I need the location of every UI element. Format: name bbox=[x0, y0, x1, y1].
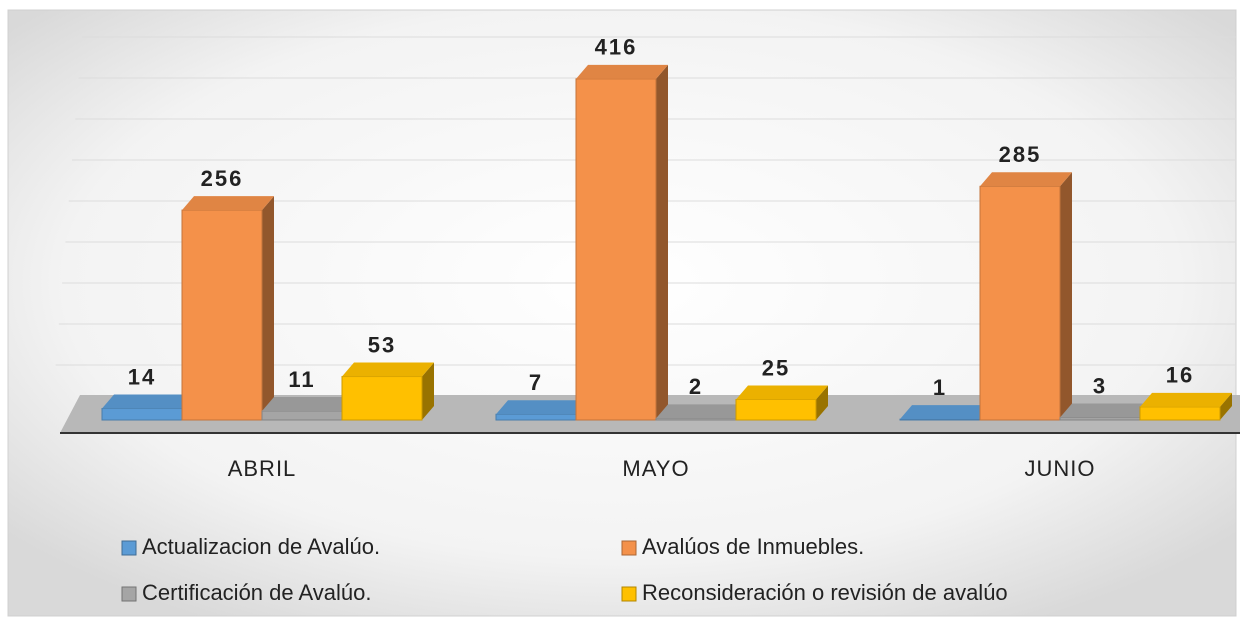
data-label: 53 bbox=[368, 332, 396, 357]
bar-top bbox=[182, 196, 274, 211]
data-label: 16 bbox=[1166, 363, 1194, 388]
bar-side bbox=[262, 196, 274, 420]
bar-top bbox=[102, 394, 194, 409]
x-tick-label: MAYO bbox=[622, 456, 689, 481]
data-label: 14 bbox=[128, 364, 156, 389]
x-tick-label: ABRIL bbox=[228, 456, 297, 481]
legend-swatch bbox=[121, 540, 137, 556]
legend-label: Reconsideración o revisión de avalúo bbox=[642, 580, 1008, 605]
bar-top bbox=[1060, 403, 1152, 418]
data-label: 11 bbox=[288, 367, 315, 392]
data-label: 25 bbox=[762, 355, 790, 380]
bar-side bbox=[1060, 172, 1072, 420]
bar bbox=[575, 78, 657, 421]
legend-swatch bbox=[621, 586, 637, 602]
bar bbox=[181, 209, 263, 421]
bar-top bbox=[342, 362, 434, 377]
bar bbox=[735, 399, 817, 421]
bar-top bbox=[736, 385, 828, 400]
bar-side bbox=[656, 64, 668, 420]
bar-top bbox=[900, 405, 992, 420]
bar bbox=[655, 417, 737, 421]
bar bbox=[979, 185, 1061, 421]
bar-top bbox=[496, 400, 588, 415]
data-label: 285 bbox=[999, 142, 1042, 167]
bar bbox=[1059, 417, 1141, 421]
bar bbox=[899, 418, 981, 421]
bar bbox=[495, 413, 577, 421]
legend-swatch bbox=[621, 540, 637, 556]
bar-side bbox=[1220, 392, 1232, 420]
data-label: 2 bbox=[689, 374, 703, 399]
bar-side bbox=[422, 362, 434, 420]
bar-top bbox=[656, 404, 748, 419]
bar bbox=[1139, 406, 1221, 421]
data-label: 1 bbox=[933, 375, 947, 400]
bar-top bbox=[980, 172, 1072, 187]
legend-label: Actualizacion de Avalúo. bbox=[142, 534, 380, 559]
bar-side bbox=[816, 385, 828, 420]
bar-top bbox=[576, 64, 668, 79]
bar bbox=[101, 408, 183, 421]
x-tick-label: JUNIO bbox=[1025, 456, 1096, 481]
data-label: 256 bbox=[201, 166, 244, 191]
bar bbox=[261, 410, 343, 421]
data-label: 3 bbox=[1093, 373, 1107, 398]
data-label: 7 bbox=[529, 370, 543, 395]
data-label: 416 bbox=[595, 35, 638, 60]
bar-top bbox=[1140, 392, 1232, 407]
bar-top bbox=[262, 396, 354, 411]
legend-swatch bbox=[121, 586, 137, 602]
legend-label: Certificación de Avalúo. bbox=[142, 580, 372, 605]
bar bbox=[341, 376, 423, 421]
legend-label: Avalúos de Inmuebles. bbox=[642, 534, 864, 559]
